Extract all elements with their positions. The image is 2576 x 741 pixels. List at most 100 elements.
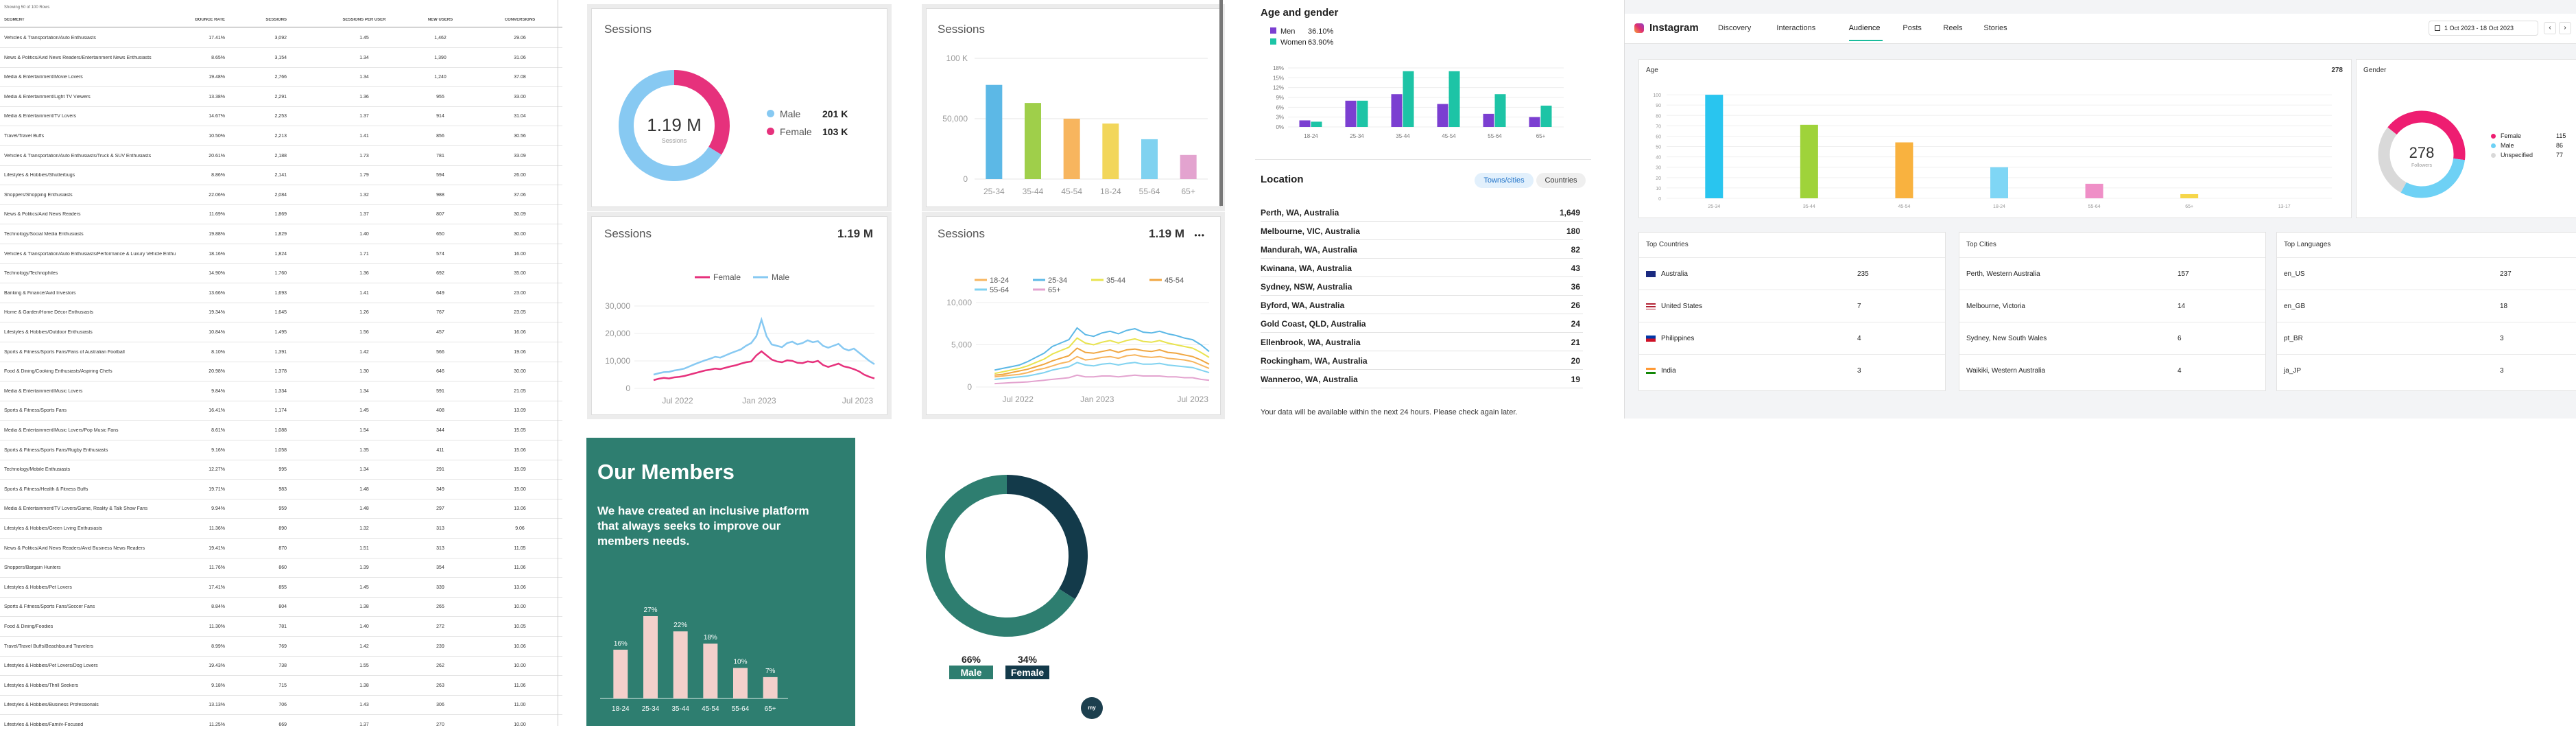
table-row[interactable]: en_US 237 <box>2277 257 2576 290</box>
legend-item-women[interactable]: Women 63.90% <box>1270 37 1333 48</box>
series-line-55-64[interactable] <box>994 362 1210 380</box>
series-line-35-44[interactable] <box>994 337 1210 375</box>
table-row[interactable]: Home & Garden/Home Décor Enthusiasts 19.3… <box>0 303 562 323</box>
table-row[interactable]: India 3 <box>1639 354 1945 386</box>
tab-interactions[interactable]: Interactions <box>1776 24 1816 32</box>
bar-men-25-34[interactable] <box>1345 100 1357 127</box>
chevron-left-icon[interactable]: ‹ <box>2544 22 2556 34</box>
table-row[interactable]: Media & Entertainment/TV Lovers 14.67% 2,2… <box>0 107 562 127</box>
legend-item[interactable]: Female 115 <box>2491 132 2566 142</box>
location-row[interactable]: Melbourne, VIC, Australia 180 <box>1261 222 1583 240</box>
bar-65+[interactable] <box>763 677 778 698</box>
col-header[interactable]: SEGMENT <box>4 18 25 22</box>
chevron-right-icon[interactable]: › <box>2559 22 2571 34</box>
legend-item[interactable]: Unspecified 77 <box>2491 152 2566 161</box>
tab-stories[interactable]: Stories <box>1983 24 2007 32</box>
table-row[interactable]: Melbourne, Victoria 14 <box>1959 290 2265 322</box>
col-header[interactable]: BOUNCE RATE <box>195 18 225 22</box>
table-row[interactable]: Sports & Fitness/Sports Fans/Fans of Aus… <box>0 343 562 362</box>
bar-men-65+[interactable] <box>1529 117 1540 127</box>
bar-55-64[interactable] <box>733 668 748 698</box>
scrollbar[interactable] <box>1219 0 1223 206</box>
table-row[interactable]: Media & Entertainment/Light TV Viewers 13… <box>0 88 562 107</box>
more-icon[interactable]: ••• <box>1194 231 1205 240</box>
table-row[interactable]: Philippines 4 <box>1639 322 1945 354</box>
table-row[interactable]: United States 7 <box>1639 290 1945 322</box>
series-line-25-34[interactable] <box>994 327 1210 371</box>
col-header[interactable]: SESSIONS <box>265 18 287 22</box>
donut-slice-female[interactable] <box>1006 475 1088 600</box>
bar-25-34[interactable] <box>1705 95 1724 198</box>
bar-men-18-24[interactable] <box>1299 120 1311 127</box>
series-line-Male[interactable] <box>653 316 875 376</box>
donut-slice-unspecified[interactable] <box>2378 127 2407 193</box>
pie-slice-male[interactable] <box>619 70 721 181</box>
bar-women-45-54[interactable] <box>1448 71 1460 127</box>
bar-35-44[interactable] <box>1025 103 1041 179</box>
series-line-45-54[interactable] <box>994 347 1210 376</box>
location-row[interactable]: Byford, WA, Australia 26 <box>1261 296 1583 314</box>
tab-posts[interactable]: Posts <box>1903 24 1922 32</box>
table-row[interactable]: Technology/Mobile Enthusiasts 12.27% 995 1.… <box>0 460 562 480</box>
bar-18-24[interactable] <box>1102 124 1119 179</box>
tab-discovery[interactable]: Discovery <box>1718 24 1752 32</box>
bar-women-55-64[interactable] <box>1494 94 1506 127</box>
bar-45-54[interactable] <box>1895 142 1913 198</box>
table-row[interactable]: Lifestyles & Hobbies/Shutterbugs 8.86% 2,1… <box>0 166 562 186</box>
table-row[interactable]: News & Politics/Avid News Readers 11.69% 1… <box>0 205 562 225</box>
table-row[interactable]: Technology/Social Media Enthusiasts 19.88… <box>0 225 562 244</box>
table-row[interactable]: ja_JP 3 <box>2277 354 2576 386</box>
table-row[interactable]: Sports & Fitness/Sports Fans/Soccer Fans… <box>0 598 562 618</box>
bar-45-54[interactable] <box>703 644 718 698</box>
pie-slice-female[interactable] <box>673 70 730 155</box>
bar-men-35-44[interactable] <box>1391 94 1403 127</box>
table-row[interactable]: Media & Entertainment/Music Lovers 9.84% 1… <box>0 382 562 401</box>
donut-slice-female[interactable] <box>2387 110 2466 161</box>
bar-men-55-64[interactable] <box>1483 113 1494 127</box>
table-row[interactable]: Perth, Western Australia 157 <box>1959 257 2265 290</box>
location-row[interactable]: Gold Coast, QLD, Australia 24 <box>1261 314 1583 333</box>
legend-item-men[interactable]: Men 36.10% <box>1270 26 1333 37</box>
location-row[interactable]: Wanneroo, WA, Australia 19 <box>1261 370 1583 388</box>
bar-18-24[interactable] <box>613 649 628 698</box>
table-row[interactable]: Lifestyles & Hobbies/Business Profession… <box>0 696 562 716</box>
table-row[interactable]: Food & Dining/Foodies 11.30% 781 1.40 272 10.… <box>0 618 562 637</box>
table-row[interactable]: Lifestyles & Hobbies/Pet Lovers 17.41% 855… <box>0 578 562 598</box>
bar-35-44[interactable] <box>673 631 688 698</box>
table-row[interactable]: Lifestyles & Hobbies/Green Living Enthus… <box>0 519 562 539</box>
table-row[interactable]: Lifestyles & Hobbies/Family-Focused 11.25… <box>0 716 562 726</box>
table-row[interactable]: News & Politics/Avid News Readers/Entert… <box>0 49 562 68</box>
donut-slice-male[interactable] <box>926 475 1075 637</box>
table-row[interactable]: Travel/Travel Buffs/Beachbound Travelers… <box>0 637 562 657</box>
bar-65+[interactable] <box>2180 193 2199 198</box>
series-line-65+[interactable] <box>994 374 1210 385</box>
bar-65+[interactable] <box>1180 154 1197 179</box>
table-row[interactable]: Sports & Fitness/Health & Fitness Buffs 1… <box>0 480 562 499</box>
bar-25-34[interactable] <box>643 616 658 698</box>
donut-slice-male[interactable] <box>2400 158 2465 198</box>
table-row[interactable]: Vehicles & Transportation/Auto Enthusias… <box>0 147 562 166</box>
tab-audience[interactable]: Audience <box>1848 24 1881 32</box>
table-row[interactable]: Media & Entertainment/Movie Lovers 19.48%… <box>0 68 562 88</box>
bar-men-45-54[interactable] <box>1437 104 1448 127</box>
location-row[interactable]: Kwinana, WA, Australia 43 <box>1261 259 1583 277</box>
table-row[interactable]: Lifestyles & Hobbies/Thrill Seekers 9.18%… <box>0 677 562 696</box>
bar-women-25-34[interactable] <box>1357 100 1368 127</box>
table-row[interactable]: Lifestyles & Hobbies/Outdoor Enthusiasts… <box>0 323 562 342</box>
bar-18-24[interactable] <box>1990 167 2008 198</box>
table-row[interactable]: Shoppers/Shopping Enthusiasts 22.06% 2,084… <box>0 186 562 205</box>
col-header[interactable]: NEW USERS <box>427 18 453 22</box>
series-line-Female[interactable] <box>653 350 875 381</box>
location-row[interactable]: Rockingham, WA, Australia 20 <box>1261 351 1583 370</box>
legend-item[interactable]: Male 86 <box>2491 142 2566 152</box>
table-row[interactable]: Banking & Finance/Avid Investors 13.66% 1,… <box>0 284 562 303</box>
table-row[interactable]: Vehicles & Transportation/Auto Enthusias… <box>0 245 562 264</box>
table-row[interactable]: pt_BR 3 <box>2277 322 2576 354</box>
table-row[interactable]: Lifestyles & Hobbies/Pet Lovers/Dog Love… <box>0 657 562 677</box>
bar-25-34[interactable] <box>986 84 1003 179</box>
bar-45-54[interactable] <box>1063 119 1080 179</box>
date-range-picker[interactable]: 1 Oct 2023 - 18 Oct 2023 <box>2429 21 2538 36</box>
table-row[interactable]: en_GB 18 <box>2277 290 2576 322</box>
table-row[interactable]: Travel/Travel Buffs 10.50% 2,213 1.41 856 30.… <box>0 127 562 146</box>
location-row[interactable]: Ellenbrook, WA, Australia 21 <box>1261 333 1583 351</box>
